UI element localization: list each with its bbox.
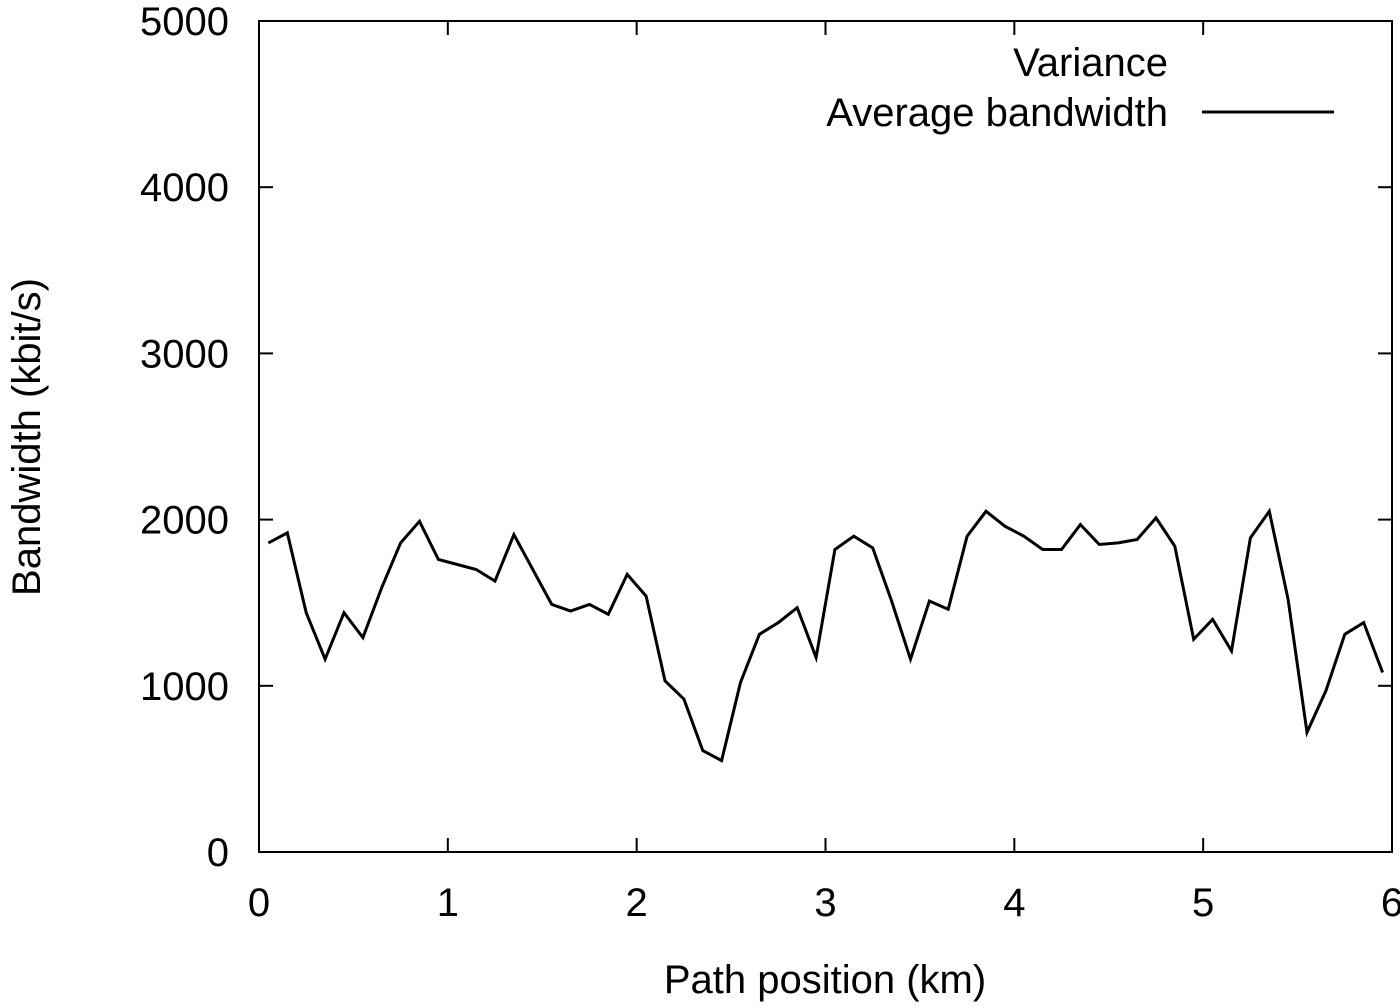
x-tick-label: 0 xyxy=(248,881,270,925)
y-tick-label: 2000 xyxy=(140,499,229,543)
x-tick-label: 3 xyxy=(814,881,836,925)
x-tick-label: 4 xyxy=(1003,881,1025,925)
y-axis-title: Bandwidth (kbit/s) xyxy=(5,278,49,596)
legend: Variance Average bandwidth xyxy=(826,41,1334,135)
legend-label: Average bandwidth xyxy=(826,91,1168,135)
x-tick-label: 2 xyxy=(626,881,648,925)
y-tick-label: 5000 xyxy=(140,0,229,44)
plot-frame xyxy=(258,20,1393,853)
series-line-average-bandwidth xyxy=(267,507,1385,763)
y-tick-label: 4000 xyxy=(140,166,229,210)
y-tick-label: 3000 xyxy=(140,332,229,376)
y-tick-label: 1000 xyxy=(140,665,229,709)
x-tick-label: 1 xyxy=(437,881,459,925)
legend-label: Variance xyxy=(1013,41,1168,85)
x-axis-title: Path position (km) xyxy=(664,958,986,1002)
y-tick-label: 0 xyxy=(207,831,229,875)
x-tick-label: 6 xyxy=(1381,881,1400,925)
x-axis-ticks: 0 1 2 3 4 5 6 xyxy=(248,21,1400,925)
y-axis-ticks: 0 1000 2000 3000 4000 5000 xyxy=(140,0,1392,875)
series-layer xyxy=(267,507,1385,763)
x-tick-label: 5 xyxy=(1192,881,1214,925)
